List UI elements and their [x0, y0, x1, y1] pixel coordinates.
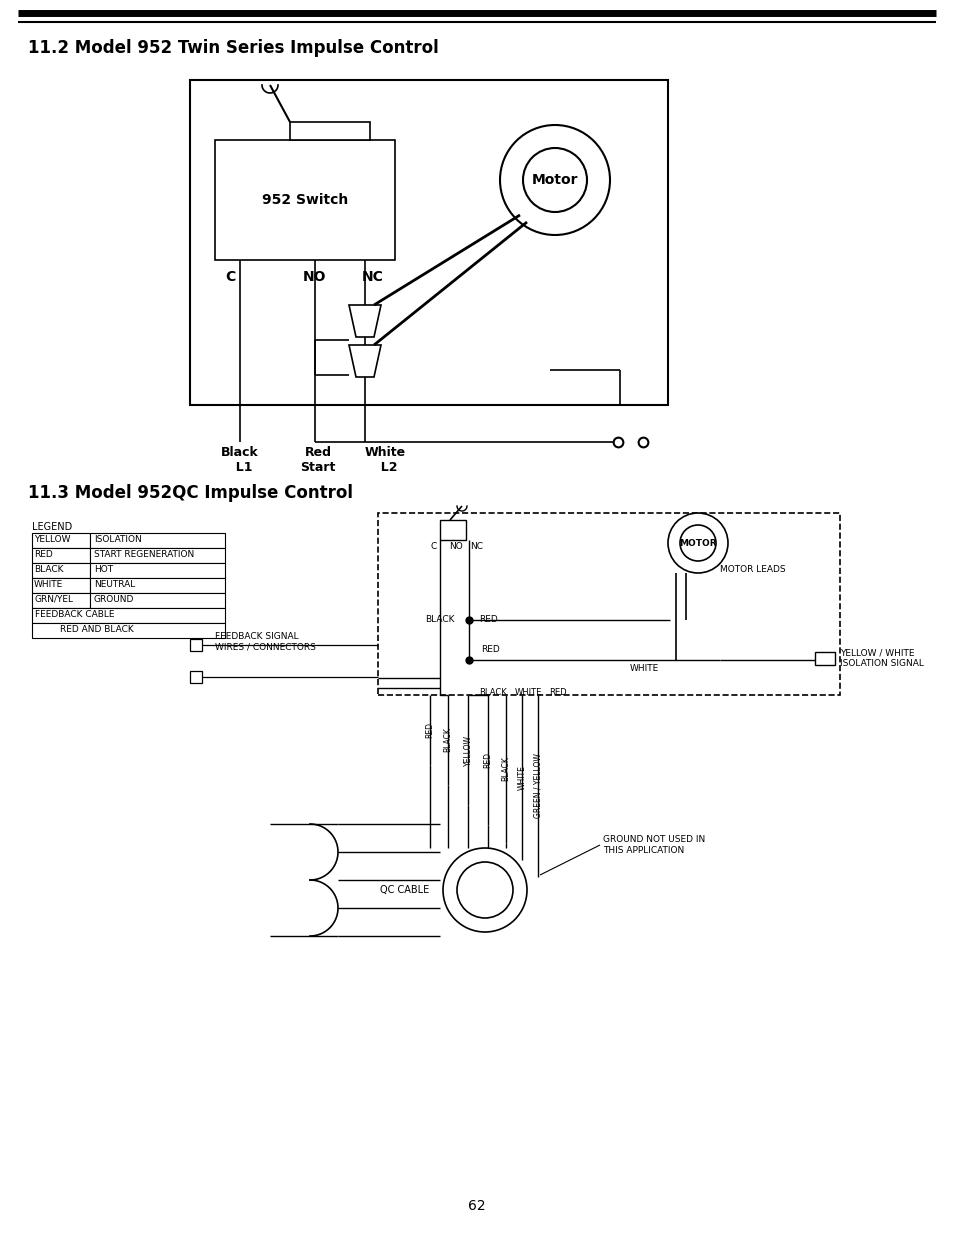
Text: GROUND: GROUND — [94, 595, 134, 604]
Circle shape — [679, 525, 716, 561]
Text: NC: NC — [362, 270, 383, 284]
Text: BLACK: BLACK — [478, 688, 506, 697]
Bar — [32, 578, 90, 593]
Text: START REGENERATION: START REGENERATION — [94, 550, 194, 559]
Circle shape — [667, 513, 727, 573]
Text: WHITE: WHITE — [34, 580, 63, 589]
Text: FEEDBACK CABLE: FEEDBACK CABLE — [35, 610, 114, 619]
Text: RED: RED — [34, 550, 52, 559]
Text: BLACK: BLACK — [501, 757, 510, 782]
Text: RED: RED — [425, 722, 434, 739]
Text: Black
  L1: Black L1 — [221, 446, 258, 474]
Text: YELLOW: YELLOW — [34, 535, 71, 543]
Text: MOTOR LEADS: MOTOR LEADS — [720, 564, 785, 574]
Text: WHITE: WHITE — [514, 688, 541, 697]
Text: GROUND NOT USED IN
THIS APPLICATION: GROUND NOT USED IN THIS APPLICATION — [602, 835, 704, 855]
Text: QC CABLE: QC CABLE — [379, 885, 429, 895]
Text: 11.2 Model 952 Twin Series Impulse Control: 11.2 Model 952 Twin Series Impulse Contr… — [28, 40, 438, 57]
Text: Motor: Motor — [531, 173, 578, 186]
Text: 952 Switch: 952 Switch — [262, 193, 348, 207]
Text: YELLOW: YELLOW — [463, 735, 472, 766]
Bar — [290, 122, 370, 140]
Text: C: C — [431, 542, 436, 551]
Bar — [90, 548, 225, 563]
Bar — [32, 563, 90, 578]
Text: RED: RED — [549, 688, 566, 697]
Text: ISOLATION: ISOLATION — [94, 535, 142, 543]
Text: WHITE: WHITE — [629, 664, 659, 673]
Text: YELLOW / WHITE
ISOLATION SIGNAL: YELLOW / WHITE ISOLATION SIGNAL — [840, 648, 923, 668]
Text: RED: RED — [479, 615, 497, 624]
Text: White
  L2: White L2 — [364, 446, 405, 474]
Bar — [377, 513, 840, 695]
Text: MOTOR: MOTOR — [679, 538, 716, 547]
Bar — [32, 534, 90, 548]
Text: C: C — [225, 270, 234, 284]
Text: BLACK: BLACK — [425, 615, 455, 624]
Circle shape — [456, 862, 513, 918]
Text: BLACK: BLACK — [34, 564, 64, 574]
Bar — [90, 534, 225, 548]
Circle shape — [522, 148, 586, 212]
Bar — [190, 638, 202, 651]
Text: WHITE: WHITE — [517, 764, 526, 790]
Text: RED AND BLACK: RED AND BLACK — [60, 625, 133, 634]
Text: Red
Start: Red Start — [300, 446, 335, 474]
Bar — [32, 593, 90, 608]
Bar — [190, 671, 202, 683]
Bar — [32, 548, 90, 563]
Text: NEUTRAL: NEUTRAL — [94, 580, 135, 589]
Text: RED: RED — [480, 646, 499, 655]
Text: NC: NC — [470, 542, 483, 551]
Bar — [32, 622, 225, 638]
Text: RED: RED — [483, 752, 492, 768]
Text: HOT: HOT — [94, 564, 113, 574]
Text: 11.3 Model 952QC Impulse Control: 11.3 Model 952QC Impulse Control — [28, 484, 353, 501]
Circle shape — [499, 125, 609, 235]
Bar — [214, 140, 395, 261]
Bar — [90, 578, 225, 593]
Polygon shape — [349, 305, 380, 337]
Text: BLACK: BLACK — [443, 727, 452, 752]
Text: LEGEND: LEGEND — [32, 522, 72, 532]
Bar — [814, 652, 834, 664]
Circle shape — [442, 848, 526, 932]
Bar — [439, 520, 465, 540]
Bar — [32, 608, 225, 622]
Text: FEEDBACK SIGNAL
WIRES / CONNECTORS: FEEDBACK SIGNAL WIRES / CONNECTORS — [214, 632, 315, 652]
Text: GRN/YEL: GRN/YEL — [34, 595, 73, 604]
Polygon shape — [349, 345, 380, 377]
Bar — [90, 563, 225, 578]
Text: 62: 62 — [468, 1199, 485, 1213]
Text: NO: NO — [449, 542, 462, 551]
Text: NO: NO — [303, 270, 327, 284]
Bar — [190, 80, 667, 405]
Bar — [90, 593, 225, 608]
Text: GREEN / YELLOW: GREEN / YELLOW — [533, 753, 542, 819]
